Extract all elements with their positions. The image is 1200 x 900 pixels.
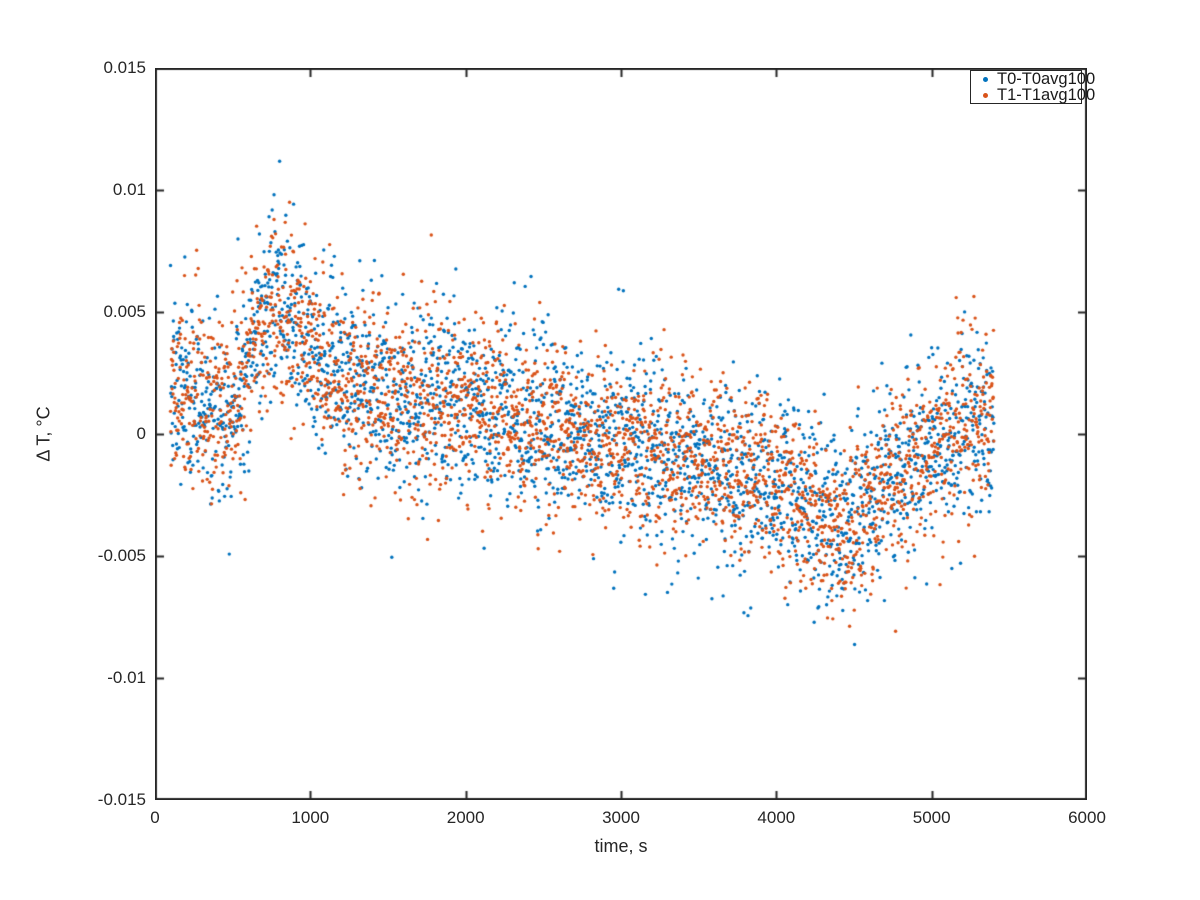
y-tick-label: 0.01 bbox=[112, 180, 146, 199]
legend-marker-dot bbox=[983, 92, 988, 98]
scatter-plot-canvas bbox=[155, 68, 1087, 800]
x-tick-label: 0 bbox=[150, 808, 160, 827]
legend-entry: T0-T0avg100 bbox=[971, 71, 1095, 88]
x-tick-label: 1000 bbox=[291, 808, 330, 827]
y-tick-label: -0.01 bbox=[107, 668, 146, 687]
legend: T0-T0avg100 T1-T1avg100 bbox=[970, 70, 1095, 104]
y-tick-label: 0.005 bbox=[103, 302, 146, 321]
y-tick-label: 0.015 bbox=[103, 58, 146, 77]
y-axis-tick-labels: 0.015 0.01 0.005 0 -0.005 -0.01 -0.015 bbox=[0, 58, 146, 809]
y-tick-label: -0.005 bbox=[97, 546, 146, 565]
x-tick-label: 5000 bbox=[912, 808, 951, 827]
x-tick-label: 6000 bbox=[1068, 808, 1106, 827]
y-axis-title: Δ T, °C bbox=[33, 406, 54, 462]
x-tick-label: 4000 bbox=[757, 808, 796, 827]
legend-label: T0-T0avg100 bbox=[997, 70, 1096, 89]
y-tick-label: -0.015 bbox=[97, 790, 146, 809]
x-axis-tick-labels: 0 1000 2000 3000 4000 5000 6000 bbox=[150, 808, 1106, 832]
x-tick-label: 2000 bbox=[446, 808, 485, 827]
x-axis-title: time, s bbox=[594, 836, 648, 856]
plot-area: T0-T0avg100 T1-T1avg100 bbox=[155, 68, 1095, 800]
y-tick-label: 0 bbox=[136, 424, 146, 443]
legend-entry: T1-T1avg100 bbox=[971, 87, 1095, 103]
legend-marker-dot bbox=[983, 77, 988, 83]
x-tick-label: 3000 bbox=[602, 808, 640, 827]
legend-label: T1-T1avg100 bbox=[997, 85, 1096, 104]
